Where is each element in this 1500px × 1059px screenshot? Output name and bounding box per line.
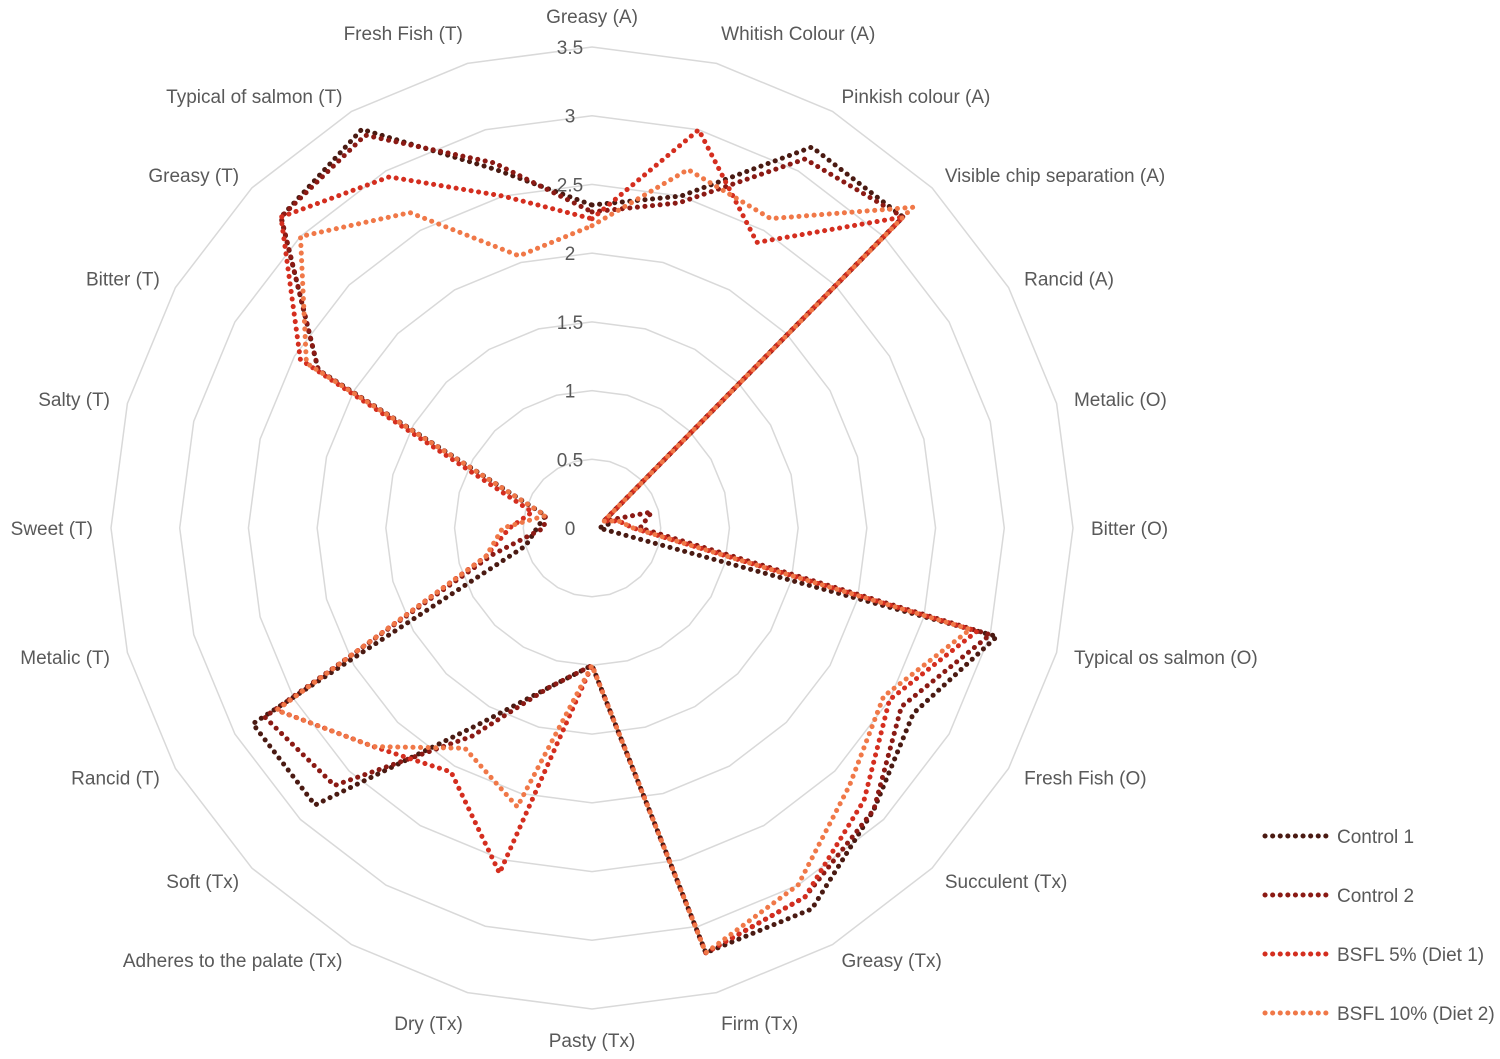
category-label: Succulent (Tx) bbox=[945, 872, 1067, 893]
category-label: Metalic (T) bbox=[20, 648, 110, 669]
legend-item: Control 1 bbox=[1262, 827, 1414, 848]
radial-tick-labels: 0 0.5 1 1.5 2 2.5 3 3.5 bbox=[557, 38, 583, 540]
tick-label: 0.5 bbox=[557, 450, 583, 471]
tick-label: 3.5 bbox=[557, 38, 583, 59]
category-label: Bitter (O) bbox=[1091, 519, 1168, 540]
tick-label: 2.5 bbox=[557, 175, 583, 196]
category-label: Dry (Tx) bbox=[394, 1014, 463, 1035]
grid-ring-3 bbox=[385, 321, 799, 735]
category-label: Greasy (Tx) bbox=[842, 951, 942, 972]
category-label: Metalic (O) bbox=[1074, 390, 1167, 411]
legend: Control 1 Control 2 BSFL 5% (Diet 1) BSFL 1… bbox=[1262, 827, 1495, 1025]
grid-ring-6 bbox=[178, 114, 1006, 942]
grid-ring-7 bbox=[110, 46, 1074, 1010]
grid-ring-4 bbox=[316, 252, 868, 804]
legend-label: Control 2 bbox=[1337, 886, 1414, 907]
category-label: Greasy (T) bbox=[148, 166, 239, 187]
category-label: Typical os salmon (O) bbox=[1074, 648, 1258, 669]
category-label: Salty (T) bbox=[38, 390, 110, 411]
series-lines bbox=[250, 126, 1000, 956]
tick-label: 1 bbox=[565, 382, 576, 403]
legend-item: BSFL 10% (Diet 2) bbox=[1262, 1004, 1495, 1025]
category-label: Adheres to the palate (Tx) bbox=[123, 951, 343, 972]
category-label: Soft (Tx) bbox=[166, 872, 239, 893]
series-line-1 bbox=[250, 126, 1000, 956]
tick-label: 1.5 bbox=[557, 313, 583, 334]
tick-label: 0 bbox=[565, 519, 576, 540]
grid-ring-1 bbox=[522, 458, 662, 598]
category-label: Pasty (Tx) bbox=[549, 1031, 636, 1052]
radar-grid bbox=[110, 46, 1074, 1010]
legend-label: BSFL 10% (Diet 2) bbox=[1337, 1004, 1495, 1025]
category-label: Fresh Fish (O) bbox=[1024, 769, 1146, 790]
legend-label: BSFL 5% (Diet 1) bbox=[1337, 945, 1484, 966]
category-label: Fresh Fish (T) bbox=[344, 24, 463, 45]
legend-item: Control 2 bbox=[1262, 886, 1414, 907]
category-label: Sweet (T) bbox=[11, 519, 93, 540]
legend-item: BSFL 5% (Diet 1) bbox=[1262, 945, 1484, 966]
category-label: Firm (Tx) bbox=[721, 1014, 798, 1035]
tick-label: 2 bbox=[565, 244, 576, 265]
category-label: Bitter (T) bbox=[86, 270, 160, 291]
category-label: Greasy (A) bbox=[546, 7, 638, 28]
grid-ring-2 bbox=[453, 389, 731, 667]
legend-label: Control 1 bbox=[1337, 827, 1414, 848]
category-label: Pinkish colour (A) bbox=[842, 87, 991, 108]
category-labels: Greasy (A) Whitish Colour (A) Pinkish colo… bbox=[11, 7, 1258, 1052]
category-label: Visible chip separation (A) bbox=[945, 166, 1165, 187]
category-label: Typical of salmon (T) bbox=[166, 87, 342, 108]
category-label: Rancid (T) bbox=[71, 769, 160, 790]
series-line-4 bbox=[274, 167, 973, 956]
category-label: Rancid (A) bbox=[1024, 270, 1114, 291]
category-label: Whitish Colour (A) bbox=[721, 24, 875, 45]
tick-label: 3 bbox=[565, 107, 576, 128]
grid-ring-5 bbox=[247, 183, 937, 873]
